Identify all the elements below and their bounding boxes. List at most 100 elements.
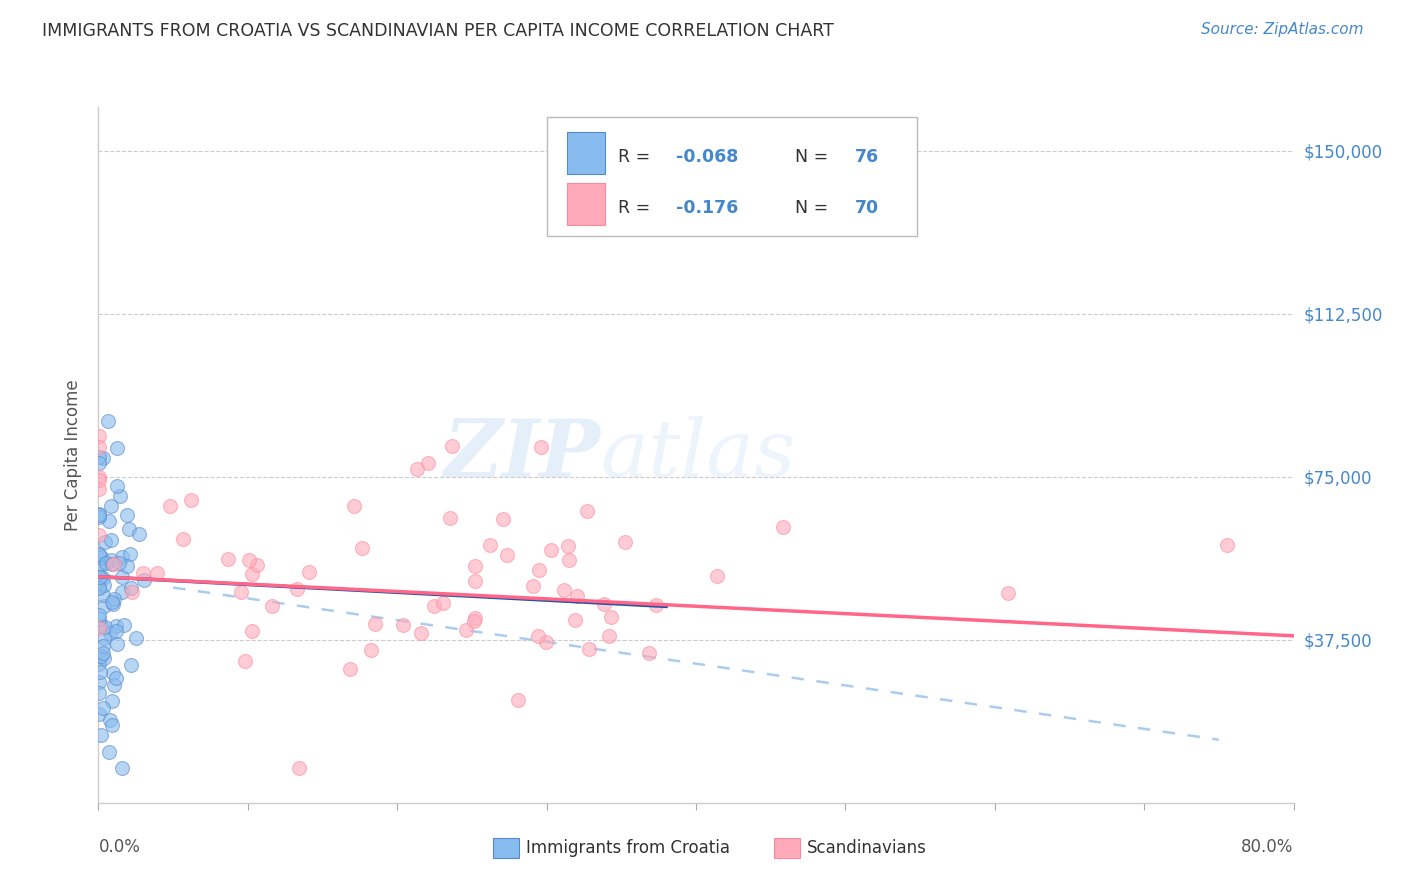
Point <box>772 519 794 533</box>
Point <box>159 499 181 513</box>
Point <box>93 631 115 645</box>
Point <box>104 619 127 633</box>
Point <box>464 574 486 589</box>
Point <box>558 553 581 567</box>
Text: N =: N = <box>796 147 834 166</box>
Point <box>107 556 129 570</box>
Point <box>229 584 252 599</box>
Point <box>124 631 146 645</box>
Point <box>91 571 114 585</box>
Point <box>104 671 127 685</box>
Point <box>100 533 122 547</box>
Bar <box>567 132 605 174</box>
Point <box>553 583 575 598</box>
Point <box>91 589 114 603</box>
Point <box>97 414 120 428</box>
Point <box>89 570 111 584</box>
Point <box>91 701 114 715</box>
Point <box>94 556 117 570</box>
Point <box>132 566 155 581</box>
Point <box>93 651 115 665</box>
Point <box>557 539 579 553</box>
Point <box>118 547 141 561</box>
Point <box>87 686 110 700</box>
Point <box>93 599 115 613</box>
Point <box>238 552 260 566</box>
Text: R =: R = <box>619 199 662 217</box>
Point <box>93 647 115 661</box>
Point <box>578 642 600 657</box>
Point <box>87 580 110 594</box>
Point <box>360 642 382 657</box>
Point <box>103 557 125 571</box>
Point <box>98 514 121 528</box>
Point <box>479 538 502 552</box>
Point <box>614 535 637 549</box>
Point <box>534 635 557 649</box>
Point <box>100 694 122 708</box>
Point <box>111 570 134 584</box>
Text: atlas: atlas <box>600 417 796 493</box>
Text: 80.0%: 80.0% <box>1241 838 1294 855</box>
Point <box>522 579 544 593</box>
Point <box>89 665 111 679</box>
Point <box>87 612 110 626</box>
Point <box>441 439 464 453</box>
Point <box>87 621 110 635</box>
Point <box>120 582 142 596</box>
Point <box>87 608 110 623</box>
Point <box>112 618 135 632</box>
Point <box>93 578 115 592</box>
Point <box>121 585 143 599</box>
Point <box>87 470 110 484</box>
Point <box>101 557 124 571</box>
Point <box>105 637 128 651</box>
Point <box>598 629 620 643</box>
Point <box>91 640 114 654</box>
FancyBboxPatch shape <box>547 118 917 235</box>
Point <box>100 499 122 513</box>
Point <box>98 625 121 640</box>
Point <box>527 629 550 643</box>
Point <box>87 570 110 584</box>
Text: IMMIGRANTS FROM CROATIA VS SCANDINAVIAN PER CAPITA INCOME CORRELATION CHART: IMMIGRANTS FROM CROATIA VS SCANDINAVIAN … <box>42 22 834 40</box>
Point <box>172 532 194 546</box>
Text: Source: ZipAtlas.com: Source: ZipAtlas.com <box>1201 22 1364 37</box>
Point <box>217 551 239 566</box>
Point <box>392 618 415 632</box>
Point <box>101 598 124 612</box>
Point <box>288 761 311 775</box>
Point <box>87 528 110 542</box>
Text: Immigrants from Croatia: Immigrants from Croatia <box>526 839 730 857</box>
Point <box>638 647 661 661</box>
Point <box>128 527 150 541</box>
Point <box>101 595 124 609</box>
Point <box>107 479 129 493</box>
Point <box>352 541 374 555</box>
Point <box>111 761 134 775</box>
Point <box>104 624 127 639</box>
Point <box>87 456 110 470</box>
Text: Scandinavians: Scandinavians <box>807 839 927 857</box>
Point <box>600 610 623 624</box>
Point <box>540 542 562 557</box>
Point <box>527 563 550 577</box>
Point <box>87 549 110 563</box>
Point <box>110 489 132 503</box>
Point <box>233 654 256 668</box>
Point <box>87 508 110 522</box>
Text: -0.068: -0.068 <box>676 147 738 166</box>
Point <box>285 582 308 597</box>
Point <box>592 597 614 611</box>
Point <box>240 624 263 638</box>
Point <box>463 614 485 628</box>
Point <box>495 548 517 562</box>
Point <box>115 508 138 522</box>
Point <box>87 507 110 521</box>
Point <box>240 566 263 581</box>
Point <box>110 549 132 564</box>
Text: ZIP: ZIP <box>443 417 600 493</box>
Point <box>564 613 586 627</box>
Point <box>105 441 128 455</box>
Point <box>111 584 134 599</box>
